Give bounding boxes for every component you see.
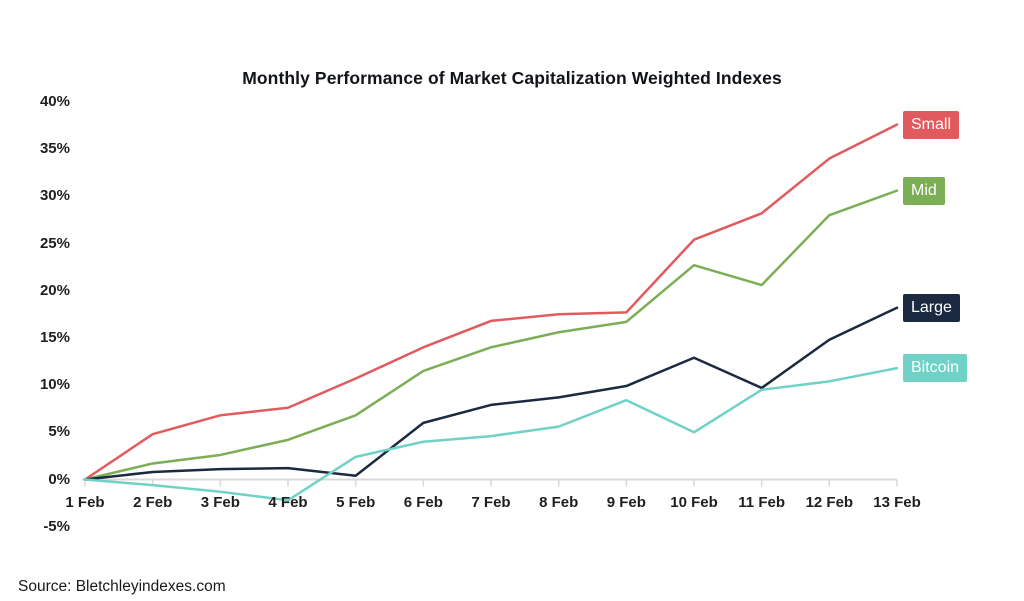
y-axis-label-20: 20% bbox=[39, 281, 70, 299]
source-credit: Source: Bletchleyindexes.com bbox=[18, 578, 226, 595]
y-axis-label-5: 5% bbox=[48, 423, 70, 441]
x-axis-label-7-feb: 7 Feb bbox=[471, 494, 511, 511]
chart-title: Monthly Performance of Market Capitaliza… bbox=[242, 68, 782, 88]
legend-small: Small bbox=[903, 110, 960, 139]
x-axis-label-9-feb: 9 Feb bbox=[606, 494, 646, 511]
y-axis-label-0: 0% bbox=[48, 470, 70, 488]
series-line-small bbox=[83, 123, 899, 481]
x-axis-label-5-feb: 5 Feb bbox=[336, 494, 376, 511]
x-axis-label-2-feb: 2 Feb bbox=[133, 494, 173, 511]
x-axis-label-1-feb: 1 Feb bbox=[65, 494, 105, 511]
y-axis-label-25: 25% bbox=[39, 234, 70, 252]
y-axis-label-10: 10% bbox=[39, 376, 70, 394]
y-axis-label-35: 35% bbox=[39, 140, 70, 158]
x-axis-label-6-feb: 6 Feb bbox=[403, 494, 443, 511]
y-axis-label--5: -5% bbox=[43, 517, 70, 535]
y-axis-label-30: 30% bbox=[39, 187, 70, 205]
x-axis-label-3-feb: 3 Feb bbox=[200, 494, 240, 511]
series-line-large bbox=[83, 306, 899, 481]
x-axis-label-8-feb: 8 Feb bbox=[539, 494, 579, 511]
series-line-mid bbox=[83, 189, 899, 481]
x-axis-label-4-feb: 4 Feb bbox=[268, 494, 308, 511]
series-line-bitcoin bbox=[83, 366, 899, 502]
x-axis-label-10-feb: 10 Feb bbox=[670, 494, 718, 511]
y-axis-label-40: 40% bbox=[39, 92, 70, 110]
y-axis-label-15: 15% bbox=[39, 328, 70, 346]
legend-mid: Mid bbox=[903, 176, 945, 205]
legend-bitcoin: Bitcoin bbox=[903, 354, 968, 383]
x-axis-label-13-feb: 13 Feb bbox=[873, 494, 921, 511]
x-axis-label-12-feb: 12 Feb bbox=[805, 494, 854, 511]
x-axis-label-11-feb: 11 Feb bbox=[738, 494, 785, 511]
legend-large: Large bbox=[903, 293, 960, 322]
